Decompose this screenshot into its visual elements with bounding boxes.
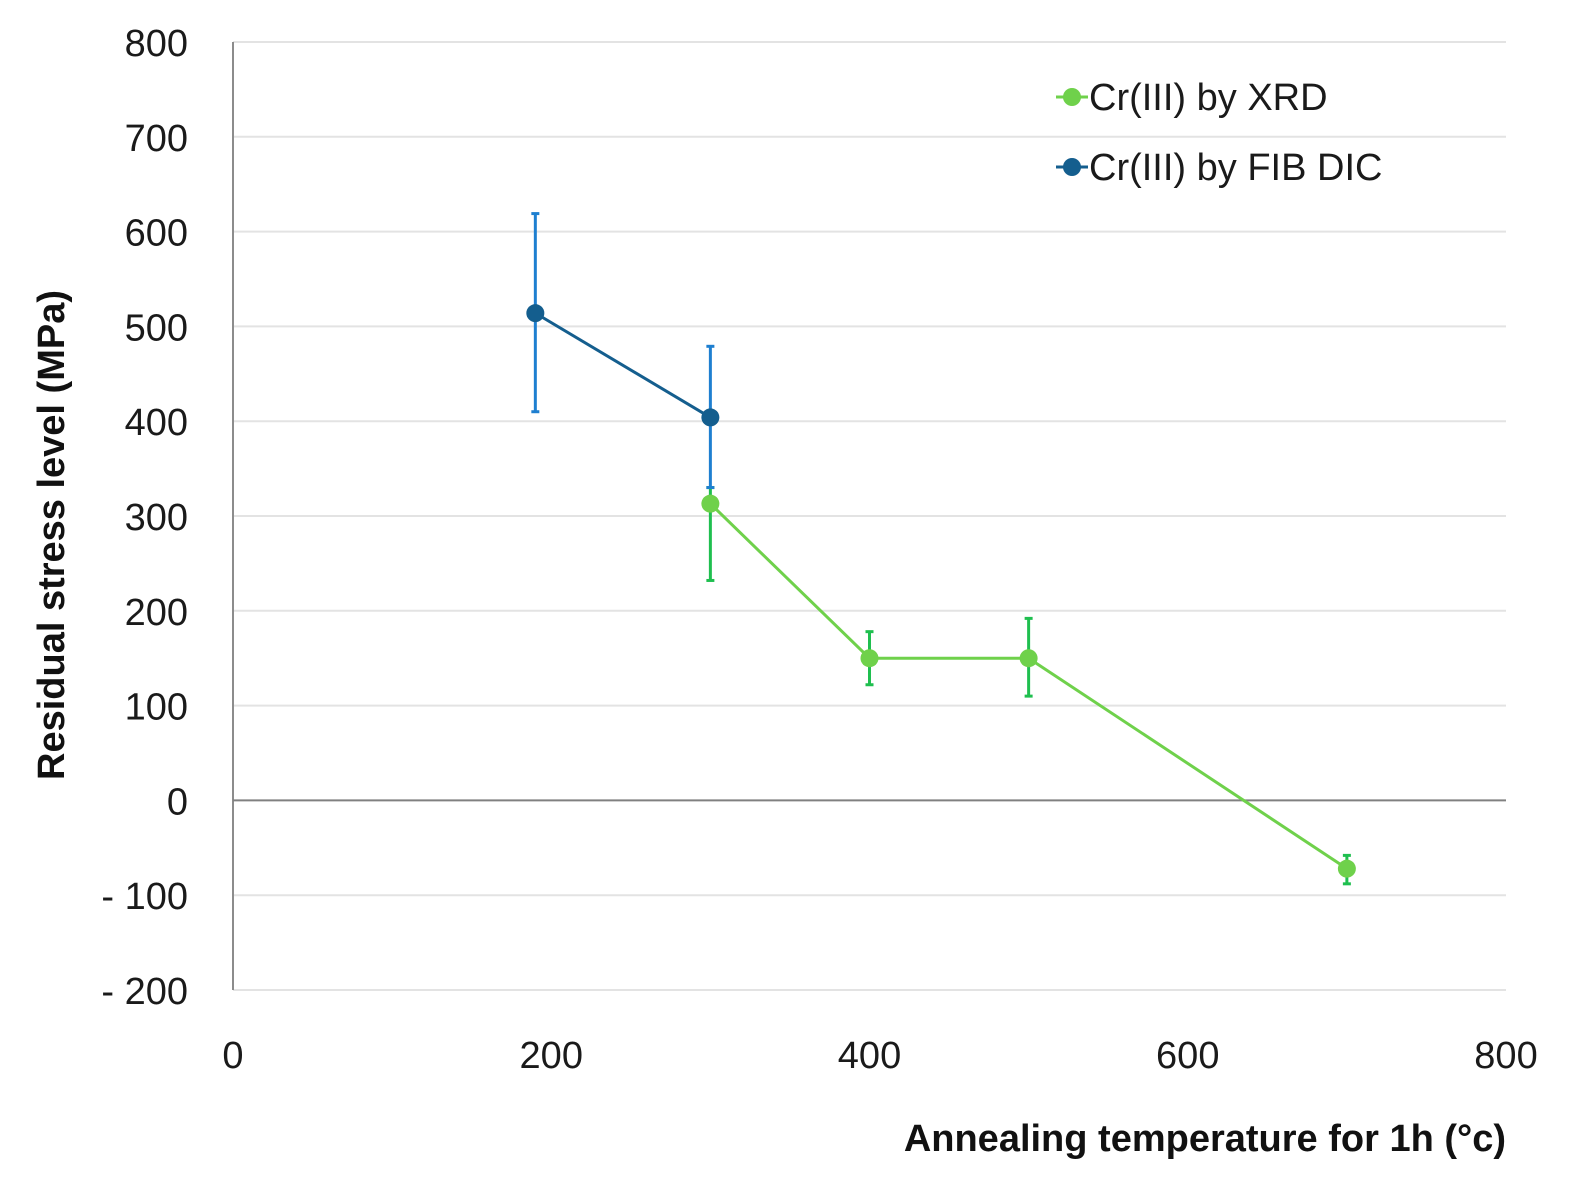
x-tick-label: 400 [838, 1035, 901, 1077]
y-tick-label: 200 [125, 592, 188, 634]
legend-item-fib-dic[interactable]: Cr(III) by FIB DIC [1056, 147, 1382, 189]
x-tick-label: 0 [222, 1035, 243, 1077]
series-line-xrd [709, 502, 1348, 870]
data-point-xrd[interactable] [860, 649, 879, 668]
legend-label-xrd: Cr(III) by XRD [1089, 77, 1328, 119]
data-point-xrd[interactable] [701, 494, 720, 513]
x-tick-label: 200 [520, 1035, 583, 1077]
series-layer [526, 212, 1356, 886]
data-point-fib-dic[interactable] [701, 408, 720, 427]
legend: Cr(III) by XRD Cr(III) by FIB DIC [1056, 77, 1382, 189]
y-tick-label: 700 [125, 118, 188, 160]
gridlines [233, 41, 1506, 991]
data-point-xrd[interactable] [1019, 649, 1038, 668]
data-point-xrd[interactable] [1337, 859, 1356, 878]
y-tick-labels: - 200 - 100 0 100 200 300 400 500 600 700 800 [101, 23, 188, 1013]
y-tick-label: 100 [125, 687, 188, 729]
y-tick-label: 0 [167, 781, 188, 823]
x-tick-labels: 0 200 400 600 800 [222, 1035, 1537, 1077]
y-tick-label: 500 [125, 307, 188, 349]
x-tick-label: 600 [1156, 1035, 1219, 1077]
y-tick-label: 400 [125, 402, 188, 444]
x-axis-title: Annealing temperature for 1h (°c) [904, 1118, 1506, 1160]
y-tick-label: 800 [125, 23, 188, 65]
x-tick-label: 800 [1474, 1035, 1537, 1077]
y-tick-label: - 200 [101, 971, 188, 1013]
y-tick-label: 600 [125, 213, 188, 255]
legend-swatch-marker-xrd [1063, 88, 1081, 106]
y-axis-title: Residual stress level (MPa) [31, 290, 73, 780]
y-tick-label: - 100 [101, 876, 188, 918]
data-point-fib-dic[interactable] [526, 304, 545, 323]
legend-label-fib-dic: Cr(III) by FIB DIC [1089, 147, 1382, 189]
series-fib-dic [526, 212, 720, 490]
y-tick-label: 300 [125, 497, 188, 539]
series-xrd [701, 486, 1356, 886]
legend-item-xrd[interactable]: Cr(III) by XRD [1056, 77, 1328, 119]
legend-swatch-marker-fib-dic [1063, 158, 1081, 176]
series-line-fib-dic [534, 311, 712, 419]
